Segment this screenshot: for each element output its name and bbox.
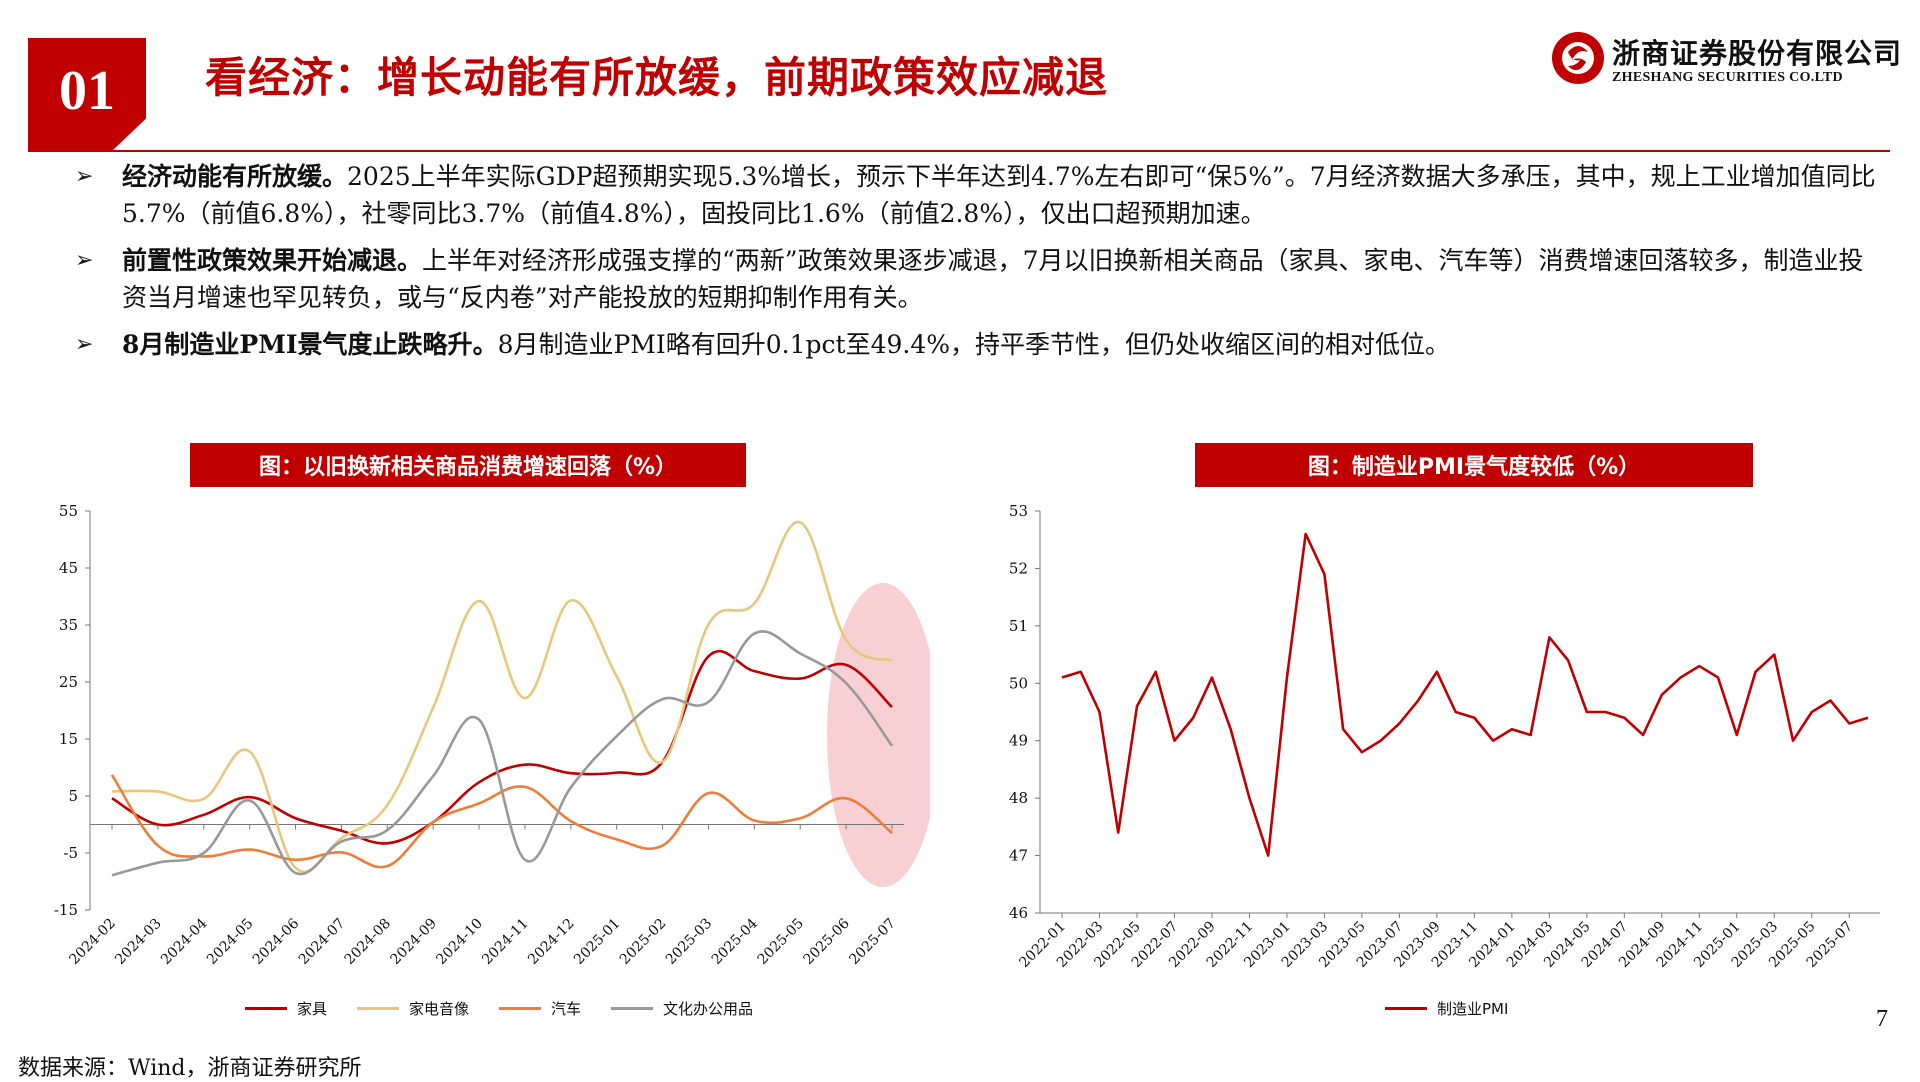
x-tick-label: 2025-01 — [571, 916, 623, 968]
x-tick-label: 2025-02 — [617, 916, 669, 968]
series-line-汽车 — [110, 774, 893, 869]
y-tick-label: 55 — [59, 502, 78, 520]
legend-label: 制造业PMI — [1437, 1000, 1509, 1018]
legend-swatch — [1385, 1007, 1427, 1010]
series-line-家具 — [111, 649, 893, 845]
x-tick-label: 2024-02 — [66, 916, 118, 968]
bullet-item: ➢ 8月制造业PMI景气度止跌略升。8月制造业PMI略有回升0.1pct至49.… — [75, 326, 1885, 363]
legend-swatch — [245, 1007, 287, 1010]
header-divider — [28, 150, 1890, 152]
x-tick-label: 2024-07 — [296, 916, 348, 968]
bullet-text: 上半年对经济形成强支撑的“两新”政策效果逐步减退，7月以旧换新相关商品（家具、家… — [122, 246, 1864, 312]
legend-item: 家电音像 — [357, 998, 469, 1019]
legend-item: 家具 — [245, 998, 327, 1019]
y-tick-label: 46 — [1009, 904, 1028, 922]
y-tick-label: 15 — [59, 730, 78, 748]
bullet-text: 8月制造业PMI略有回升0.1pct至49.4%，持平季节性，但仍处收缩区间的相… — [497, 330, 1451, 359]
x-tick-label: 2025-04 — [709, 915, 762, 968]
y-tick-label: -15 — [54, 901, 78, 919]
y-tick-label: 5 — [68, 787, 78, 805]
y-tick-label: 47 — [1009, 847, 1028, 865]
y-tick-label: 50 — [1009, 674, 1028, 692]
bullet-item: ➢ 经济动能有所放缓。2025上半年实际GDP超预期实现5.3%增长，预示下半年… — [75, 158, 1885, 232]
bullet-arrow-icon: ➢ — [75, 164, 94, 189]
bullet-text: 2025上半年实际GDP超预期实现5.3%增长，预示下半年达到4.7%左右即可“… — [122, 162, 1876, 228]
legend-item: 制造业PMI — [1385, 998, 1508, 1019]
y-tick-label: 52 — [1009, 559, 1028, 577]
x-tick-label: 2025-03 — [663, 916, 715, 968]
y-tick-label: 49 — [1009, 732, 1028, 750]
chart-right-legend: 制造业PMI — [1385, 998, 1508, 1019]
legend-label: 家电音像 — [409, 1000, 470, 1018]
y-tick-label: 51 — [1009, 617, 1028, 635]
zheshang-logo-icon — [1552, 32, 1604, 84]
bullet-heading: 8月制造业PMI景气度止跌略升。 — [122, 330, 498, 359]
legend-swatch — [611, 1007, 654, 1010]
series-line-文化办公用品 — [111, 630, 894, 877]
x-tick-label: 2025-07 — [846, 916, 898, 968]
x-tick-label: 2024-05 — [204, 916, 256, 968]
page-title: 看经济：增长动能有所放缓，前期政策效应减退 — [205, 53, 1109, 102]
chart-left-title: 图：以旧换新相关商品消费增速回落（%） — [190, 443, 746, 487]
y-tick-label: 35 — [59, 616, 78, 634]
chart-manufacturing-pmi: 53525150494847462022-012022-032022-05202… — [1009, 502, 1880, 971]
x-tick-label: 2024-03 — [112, 916, 164, 968]
x-tick-label: 2024-12 — [525, 916, 577, 968]
section-number: 01 — [59, 60, 115, 122]
company-name-en: ZHESHANG SECURITIES CO.LTD — [1612, 70, 1843, 85]
chart-left-legend: 家具 家电音像 汽车 文化办公用品 — [245, 998, 753, 1019]
legend-label: 文化办公用品 — [663, 1000, 754, 1018]
bullet-list: ➢ 经济动能有所放缓。2025上半年实际GDP超预期实现5.3%增长，预示下半年… — [75, 158, 1885, 373]
bullet-heading: 经济动能有所放缓。 — [122, 162, 348, 191]
legend-label: 家具 — [297, 1000, 328, 1018]
y-tick-label: 25 — [59, 673, 78, 691]
bullet-arrow-icon: ➢ — [75, 248, 94, 273]
highlight-ellipse — [827, 583, 930, 887]
legend-label: 汽车 — [551, 1000, 582, 1018]
x-tick-label: 2025-06 — [800, 915, 853, 968]
legend-swatch — [499, 1007, 542, 1010]
y-tick-label: -5 — [63, 844, 78, 862]
legend-item: 文化办公用品 — [611, 998, 753, 1019]
x-tick-label: 2025-05 — [755, 916, 807, 968]
legend-swatch — [357, 1007, 400, 1010]
bullet-heading: 前置性政策效果开始减退。 — [122, 246, 423, 275]
page-number: 7 — [1876, 1006, 1888, 1032]
series-line-家电音像 — [111, 521, 893, 873]
bullet-item: ➢ 前置性政策效果开始减退。上半年对经济形成强支撑的“两新”政策效果逐步减退，7… — [75, 242, 1885, 316]
legend-item: 汽车 — [499, 998, 581, 1019]
x-tick-label: 2024-10 — [433, 916, 485, 968]
y-tick-label: 45 — [59, 559, 78, 577]
x-tick-label: 2024-06 — [250, 915, 303, 968]
chart-right-title: 图：制造业PMI景气度较低（%） — [1195, 443, 1753, 487]
x-tick-label: 2024-08 — [342, 916, 394, 968]
chart-trade-in-consumption: 55453525155-5-152024-022024-032024-04202… — [54, 502, 930, 968]
series-line-制造业PMI — [1061, 532, 1869, 857]
company-logo: 浙商证券股份有限公司 ZHESHANG SECURITIES CO.LTD — [1550, 30, 1901, 92]
section-number-badge: 01 — [28, 38, 146, 150]
company-name-cn: 浙商证券股份有限公司 — [1612, 37, 1903, 70]
x-tick-label: 2024-04 — [158, 915, 211, 968]
y-tick-label: 48 — [1009, 789, 1028, 807]
data-source: 数据来源：Wind，浙商证券研究所 — [18, 1056, 362, 1081]
x-tick-label: 2024-09 — [388, 916, 440, 968]
bullet-arrow-icon: ➢ — [75, 332, 94, 357]
x-tick-label: 2024-11 — [479, 916, 531, 968]
y-tick-label: 53 — [1009, 502, 1028, 520]
